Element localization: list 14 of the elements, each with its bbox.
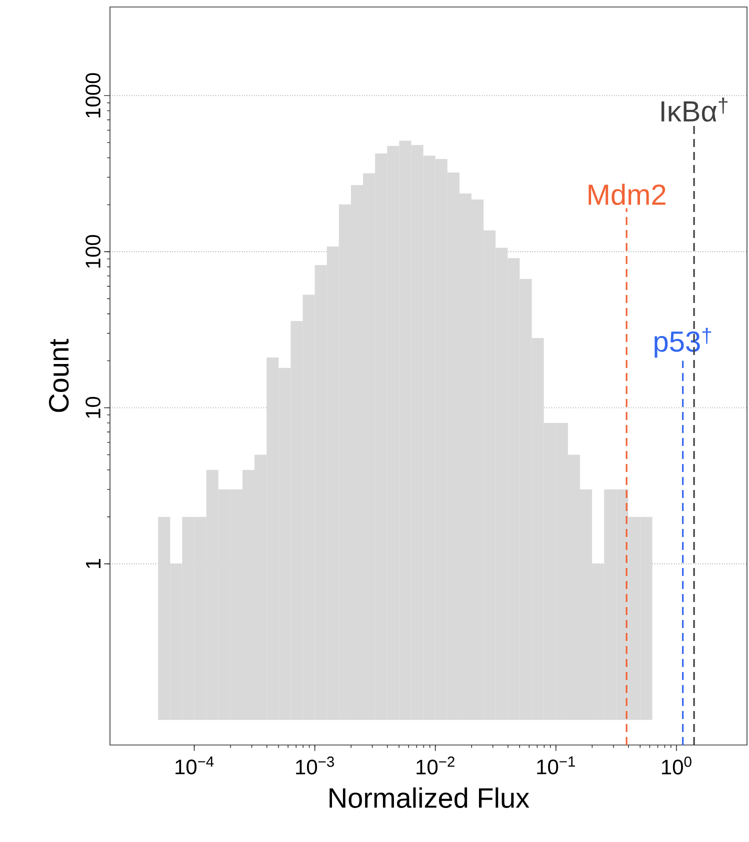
y-tick-label: 100 <box>86 235 100 268</box>
y-axis-title: Count <box>48 338 69 412</box>
ref-line-label: Mdm2 <box>588 184 666 206</box>
ref-line-label: p53$^{†}$ <box>654 328 712 358</box>
x-tick-label: 10$^{−1}$ <box>537 756 575 774</box>
y-tick-label: 10 <box>86 396 100 418</box>
x-axis-title: Normalized Flux <box>330 787 530 808</box>
x-tick-label: 10$^{−4}$ <box>176 756 214 774</box>
y-tick-label: 1 <box>86 558 100 568</box>
ref-line-label: IκBα$^{†}$ <box>662 98 728 122</box>
x-tick-label: 10$^{−2}$ <box>416 756 454 775</box>
y-tick-label: 1000 <box>86 73 100 118</box>
x-tick-label: 10$^{0}$ <box>662 756 692 775</box>
x-tick-label: 10$^{−3}$ <box>296 756 334 775</box>
